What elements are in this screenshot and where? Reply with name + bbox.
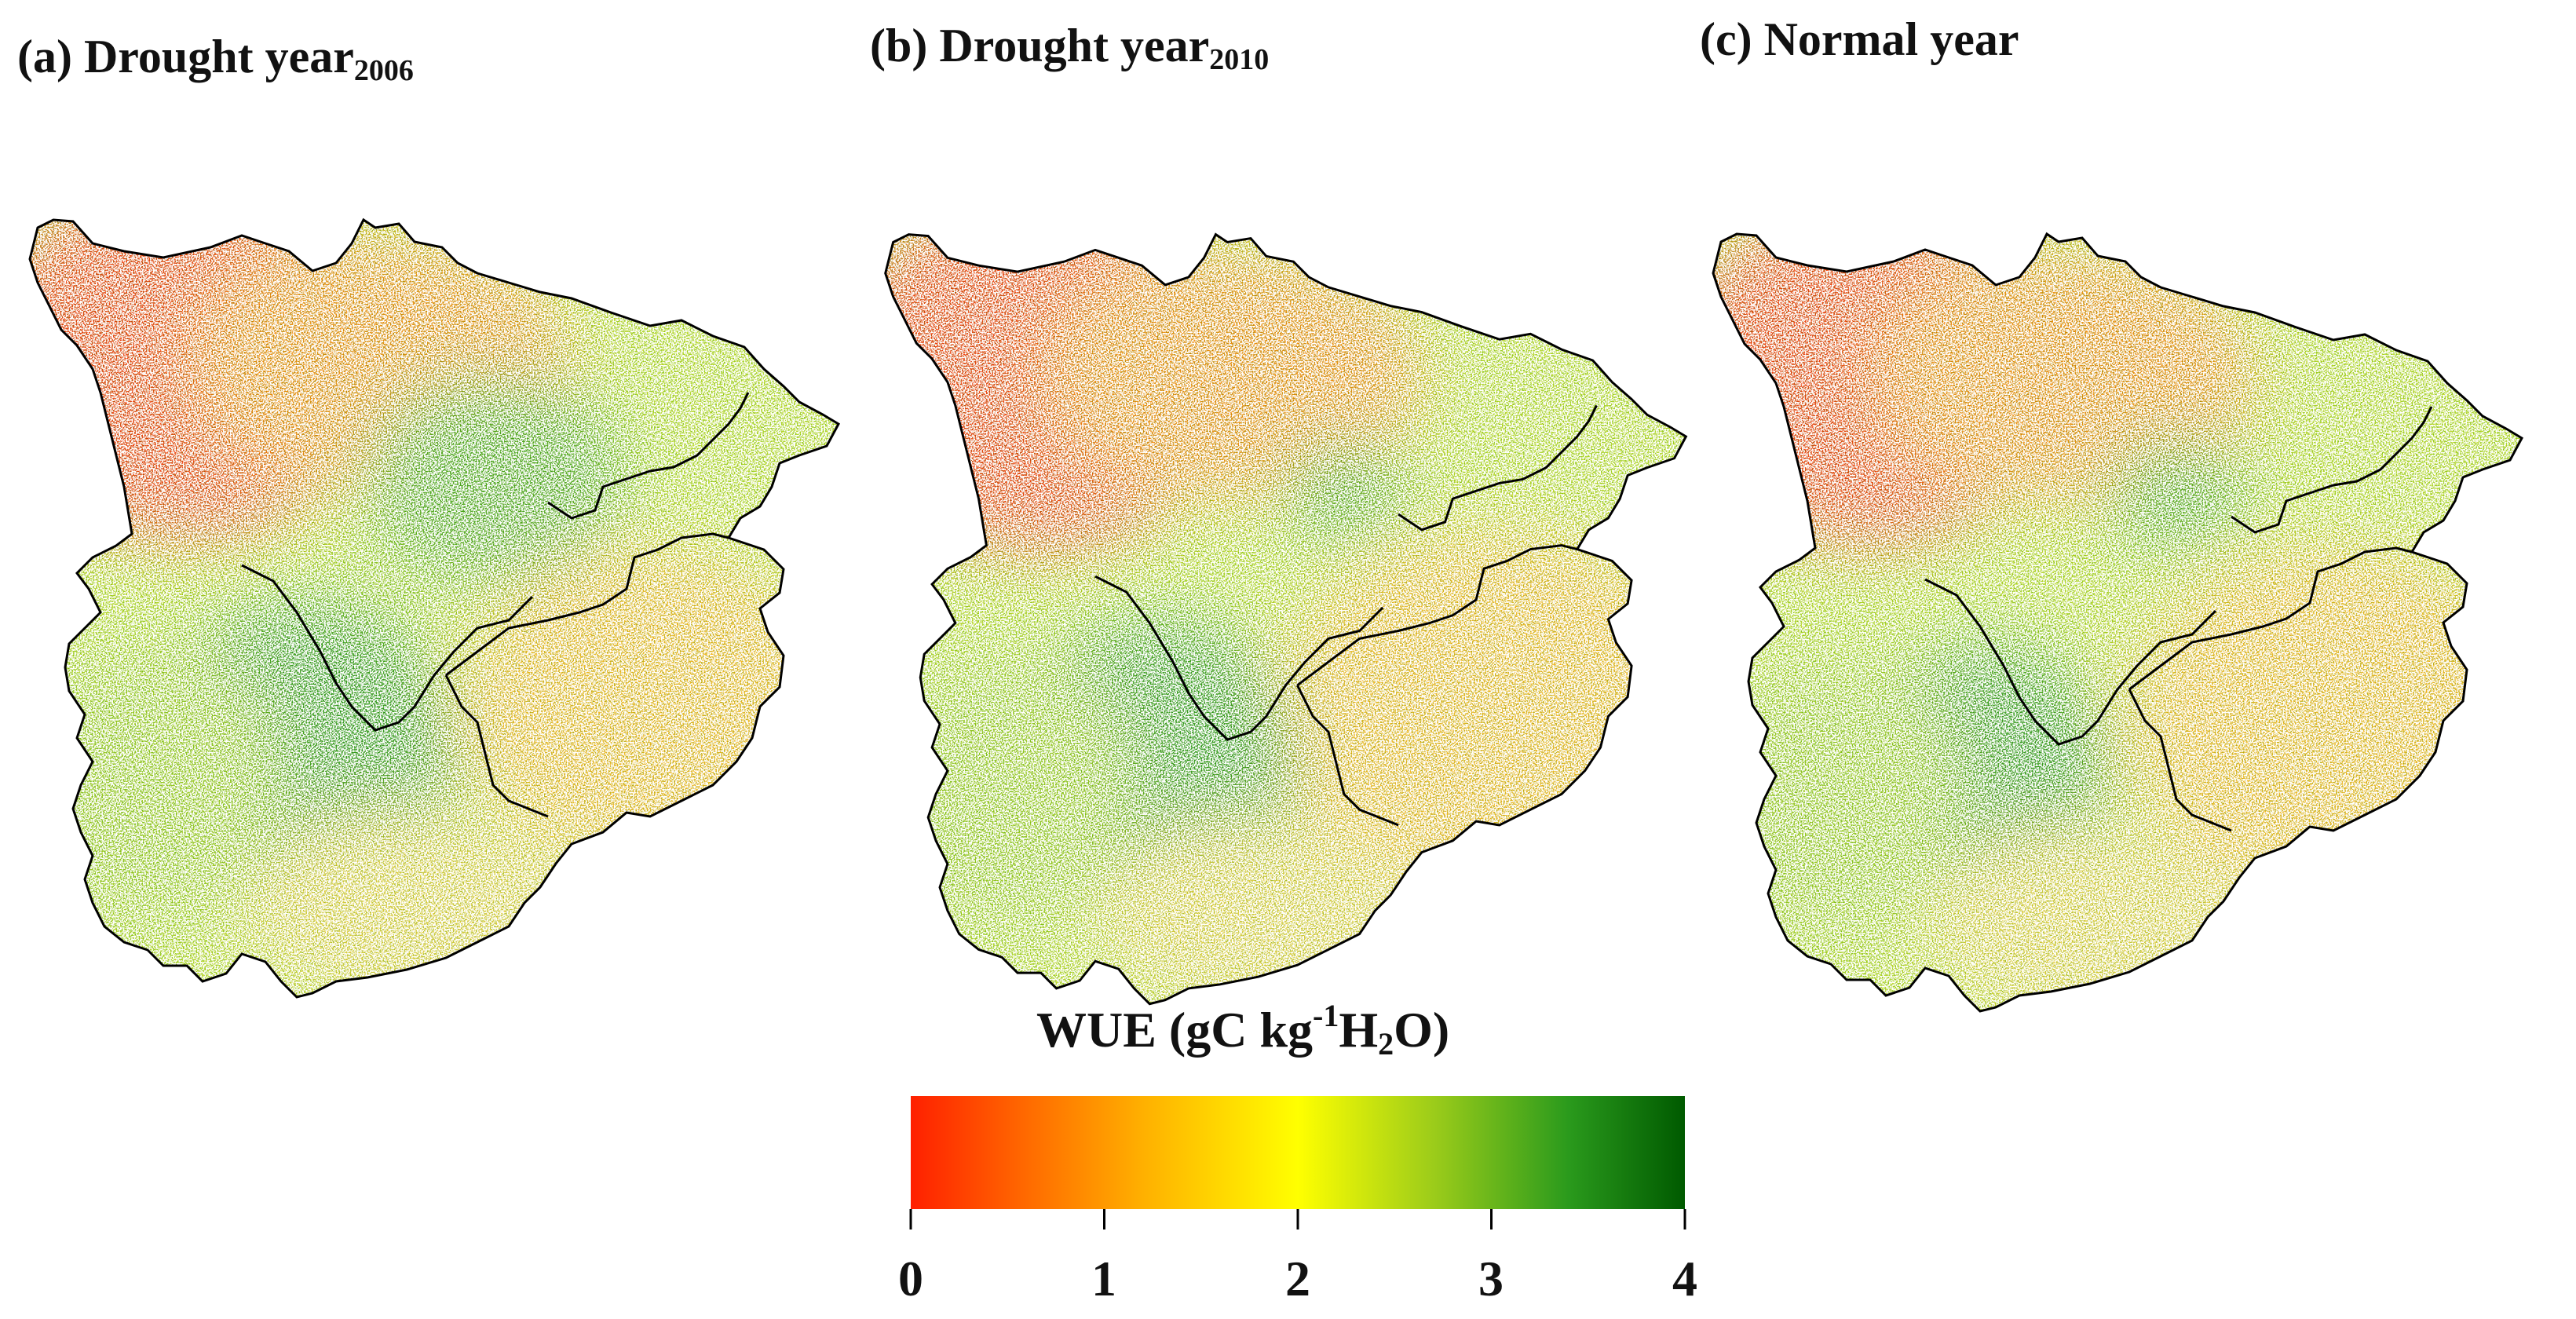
- province-boundary: [1296, 685, 1399, 827]
- panel-c-title: (c) Normal year: [1700, 13, 2019, 71]
- colorbar-title-end: O): [1394, 1002, 1450, 1058]
- map-panel-b: [884, 232, 1688, 1006]
- province-boundary: [444, 674, 549, 818]
- province-boundary: [1296, 544, 1578, 686]
- colorbar-tick-label: 4: [1672, 1251, 1697, 1306]
- colorbar-tick-label: 3: [1478, 1251, 1504, 1306]
- colorbar-tick-label: 0: [898, 1251, 923, 1306]
- colorbar-title-sup: -1: [1313, 998, 1339, 1033]
- colorbar-title: WUE (gC kg-1H2O): [1036, 997, 1449, 1062]
- panel-b-title: (b) Drought year2010: [870, 19, 1269, 77]
- province-boundary: [2128, 689, 2232, 832]
- region-boundary: [1712, 232, 2523, 1013]
- panel-b-title-text: Drought year: [939, 20, 1210, 71]
- panel-b-subscript: 2010: [1209, 43, 1270, 76]
- province-boundary: [1094, 575, 1384, 741]
- province-boundary: [2128, 546, 2413, 691]
- colorbar-title-main: WUE (gC kg: [1036, 1002, 1314, 1058]
- panel-a-subscript: 2006: [353, 54, 414, 87]
- panel-a-title: (a) Drought year2006: [17, 30, 414, 88]
- map-panel-a: [28, 217, 840, 999]
- colorbar-title-sub: 2: [1378, 1026, 1394, 1061]
- province-boundary: [1924, 578, 2217, 746]
- province-boundary: [2231, 406, 2433, 534]
- colorbar-title-mid: H: [1339, 1002, 1379, 1058]
- panel-a-title-text: Drought year: [83, 31, 354, 82]
- province-boundary: [241, 564, 534, 732]
- province-boundary: [547, 392, 750, 520]
- colorbar-tick-label: 1: [1091, 1251, 1116, 1306]
- panel-a-letter: (a): [17, 31, 72, 82]
- province-boundary: [445, 532, 729, 677]
- panel-c-letter: (c): [1700, 13, 1752, 65]
- map-panel-c: [1712, 232, 2523, 1013]
- region-boundary: [28, 217, 840, 999]
- colorbar: [911, 1096, 1685, 1209]
- panel-c-title-text: Normal year: [1763, 13, 2019, 65]
- colorbar-tick-label: 2: [1285, 1251, 1310, 1306]
- panel-b-letter: (b): [870, 20, 928, 71]
- province-boundary: [1398, 404, 1598, 532]
- region-boundary: [884, 232, 1688, 1006]
